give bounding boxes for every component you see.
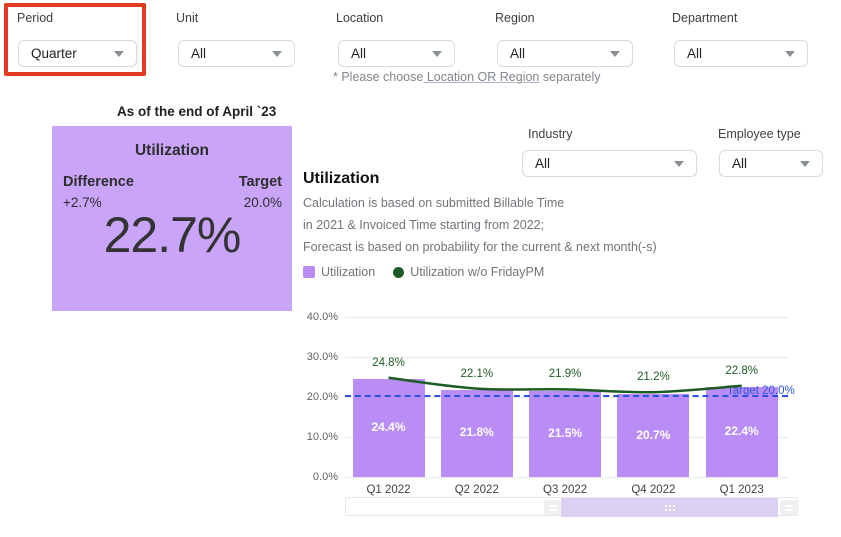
bar-q4-2022[interactable] (617, 394, 690, 477)
y-axis-tick-label: 10.0% (306, 431, 338, 443)
line-value-label: 21.2% (637, 371, 670, 384)
scorecard-title: Utilization (134, 142, 210, 159)
target-label: Target (238, 174, 282, 190)
unit-filter-label: Unit (176, 11, 199, 25)
bar-value-label: 21.8% (459, 425, 494, 440)
department-dropdown-value: All (687, 46, 703, 61)
legend-square-swatch-icon (303, 266, 315, 278)
line-value-label: 21.9% (548, 368, 582, 381)
period-filter-label: Period (17, 11, 54, 25)
gridline (345, 357, 788, 358)
scrollbar-thumb[interactable] (561, 498, 778, 517)
bar-q1-2023[interactable] (705, 387, 778, 477)
chevron-down-icon (800, 160, 810, 167)
unit-dropdown[interactable]: All (178, 40, 295, 67)
description-line: Forecast is based on probability for the… (303, 240, 657, 254)
as-of-title: As of the end of April `23 (117, 104, 277, 119)
chevron-down-icon (674, 160, 684, 167)
x-axis-category-label: Q1 2022 (366, 484, 411, 496)
bar-value-label: 24.4% (371, 420, 406, 435)
x-axis-category-label: Q1 2023 (719, 484, 764, 496)
chevron-down-icon (610, 50, 620, 57)
industry-dropdown-value: All (535, 156, 551, 171)
chart-section-description: Calculation is based on submitted Billab… (303, 192, 657, 258)
scrollbar-grip-dots-icon (664, 504, 675, 511)
x-axis-category-label: Q4 2022 (631, 484, 676, 496)
line-value-label: 22.1% (460, 367, 494, 380)
scrollbar-left-drag-handle-icon[interactable] (544, 500, 561, 515)
location-or-region-link: Location OR Region (423, 70, 540, 84)
scrollbar-right-drag-handle-icon[interactable] (780, 500, 797, 515)
legend-item-utilization: Utilization (303, 265, 375, 279)
period-dropdown-value: Quarter (31, 46, 77, 61)
line-value-label: 22.8% (725, 364, 758, 377)
utilization-scorecard: Utilization Difference Target +2.7% 20.0… (52, 126, 292, 311)
description-line: Calculation is based on submitted Billab… (303, 196, 565, 210)
chart-scrollbar-track[interactable] (345, 497, 798, 517)
line-value-label: 24.8% (372, 356, 405, 369)
region-filter-label: Region (495, 11, 535, 25)
difference-value: +2.7% (63, 195, 102, 210)
gridline (345, 477, 788, 478)
period-highlight-box (4, 3, 146, 76)
industry-filter-label: Industry (528, 127, 573, 141)
bar-value-label: 20.7% (636, 427, 671, 442)
chevron-down-icon (272, 50, 282, 57)
scorecard-main-value: 22.7% (103, 207, 242, 263)
y-axis-tick-label: 30.0% (306, 351, 338, 363)
gridline (345, 317, 788, 318)
location-filter-label: Location (336, 11, 384, 25)
y-axis-tick-label: 20.0% (306, 391, 338, 403)
legend-label: Utilization (321, 265, 376, 279)
x-axis-category-label: Q2 2022 (454, 484, 499, 496)
legend-item-utilization-wo-fridaypm: Utilization w/o FridayPM (393, 265, 544, 279)
description-line: in 2021 & Invoiced Time starting from 20… (303, 218, 545, 232)
y-axis-tick-label: 40.0% (306, 311, 338, 323)
department-dropdown[interactable]: All (674, 40, 808, 67)
bar-value-label: 22.4% (724, 424, 759, 439)
period-dropdown[interactable]: Quarter (18, 40, 137, 67)
industry-dropdown[interactable]: All (522, 150, 697, 177)
bar-q2-2022[interactable] (440, 389, 513, 477)
unit-dropdown-value: All (191, 46, 207, 61)
location-dropdown[interactable]: All (338, 40, 455, 67)
chevron-down-icon (114, 50, 124, 57)
region-dropdown[interactable]: All (497, 40, 633, 67)
legend-label: Utilization w/o FridayPM (410, 265, 545, 279)
employee-type-filter-label: Employee type (718, 127, 801, 141)
region-dropdown-value: All (510, 46, 526, 61)
target-value: 20.0% (243, 195, 282, 210)
x-axis-category-label: Q3 2022 (543, 484, 588, 496)
chart-legend: Utilization Utilization w/o FridayPM (303, 265, 544, 279)
difference-label: Difference (63, 174, 134, 190)
target-line (345, 395, 788, 397)
employee-type-dropdown[interactable]: All (719, 150, 823, 177)
location-region-note: * Please choose Location OR Region separ… (333, 70, 601, 84)
location-dropdown-value: All (351, 46, 367, 61)
bar-value-label: 21.5% (548, 426, 583, 440)
chevron-down-icon (432, 50, 442, 57)
bar-q3-2022[interactable] (529, 391, 602, 477)
employee-type-dropdown-value: All (732, 156, 748, 171)
chevron-down-icon (785, 50, 795, 57)
department-filter-label: Department (672, 11, 738, 25)
legend-circle-swatch-icon (393, 266, 405, 278)
y-axis-tick-label: 0.0% (312, 471, 338, 483)
chart-section-title: Utilization (303, 170, 380, 187)
target-line-label: Target 20.0% (727, 385, 795, 397)
